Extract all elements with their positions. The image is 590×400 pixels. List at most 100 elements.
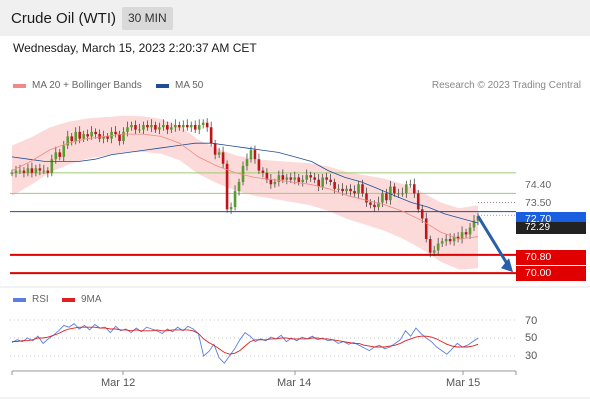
rsi-swatch [13,297,26,302]
candle-body [158,127,161,130]
candle-body [42,170,46,172]
candle-body [94,131,97,135]
candle-body [34,168,38,173]
candle-body [401,193,404,195]
candle-body [170,127,173,130]
candle-body [181,125,185,128]
candle-body [269,179,273,185]
candle-body [26,168,30,173]
ma9-line [12,326,479,355]
candle-body [201,122,205,125]
candle-body [189,125,193,128]
candle-body [114,131,117,135]
candle-body [329,179,332,182]
candle-body [241,166,245,182]
candle-body [217,152,221,155]
rsi-tick-30: 30 [525,350,538,362]
candle-body [405,184,408,194]
candle-body [173,125,177,128]
candle-body [357,184,360,194]
x-tick-mar14: Mar 14 [277,377,312,389]
candle-body [289,177,293,180]
candle-body [98,134,101,139]
forecast-arrow-head [501,258,513,273]
candle-body [122,131,125,141]
candle-body [297,177,301,182]
candle-body [365,193,368,203]
candle-body [444,238,448,242]
legend-ma50: MA 50 [156,80,203,91]
level-7440-label: 74.40 [525,179,552,191]
candle-body [18,170,22,172]
candle-body [472,220,476,228]
candle-body [58,152,62,157]
candle-body [50,159,54,173]
support-7000-tag: 70.00 [516,266,586,281]
candle-body [86,134,89,137]
chart-header: Crude Oil (WTI) 30 MIN [0,0,590,36]
candle-body [229,207,233,210]
candle-body [197,125,201,130]
candle-body [456,236,460,239]
candle-body [416,193,420,210]
ma50-line [11,142,479,224]
candle-body [273,181,277,185]
candle-body [146,125,149,128]
candle-body [393,186,396,194]
candle-body [428,238,432,253]
candle-body [321,177,324,187]
candle-body [245,159,249,167]
instrument-title: Crude Oil (WTI) [11,10,116,27]
candle-body [106,136,109,139]
ma-value-tag: 72.29 [516,222,586,234]
candle-body [325,177,328,180]
candle-body [134,125,137,130]
candle-body [440,241,444,244]
candle-body [14,170,18,173]
legend-9ma-label: 9MA [81,294,102,305]
candle-body [177,125,181,128]
candle-body [381,193,384,203]
candle-body [285,177,289,180]
candle-body [333,181,336,189]
candle-body [341,188,344,192]
forecast-arrow-shaft [476,215,510,266]
candle-body [452,236,456,242]
candle-body [74,131,78,141]
candle-body [213,143,217,155]
candle-body [66,136,70,146]
candle-body [209,127,213,144]
ma9-swatch [62,297,75,302]
legend-ma20: MA 20 + Bollinger Bands [13,80,142,91]
timeframe-badge[interactable]: 30 MIN [122,7,173,30]
candle-body [436,243,440,251]
candle-body [397,193,400,195]
candle-body [205,122,209,128]
candle-body [361,184,364,194]
support-7080-tag: 70.80 [516,250,586,265]
candle-body [420,209,424,219]
candle-body [46,170,50,173]
ma20-line [11,133,479,240]
candle-body [237,181,241,192]
candle-body [249,150,253,160]
candle-body [281,175,285,180]
candle-body [30,168,34,173]
candle-body [233,191,237,208]
candle-body [166,125,169,130]
candle-body [193,125,197,130]
candle-body [253,150,257,160]
candle-body [309,175,313,178]
candle-body [349,188,352,192]
candle-body [277,175,281,182]
candle-body [317,179,320,187]
legend-rsi: RSI [13,294,49,305]
candle-body [424,218,428,239]
candle-body [377,202,380,208]
candle-body [118,134,121,141]
candle-body [408,184,412,186]
candle-body [162,125,165,128]
candle-body [142,125,145,130]
candle-body [90,131,93,137]
